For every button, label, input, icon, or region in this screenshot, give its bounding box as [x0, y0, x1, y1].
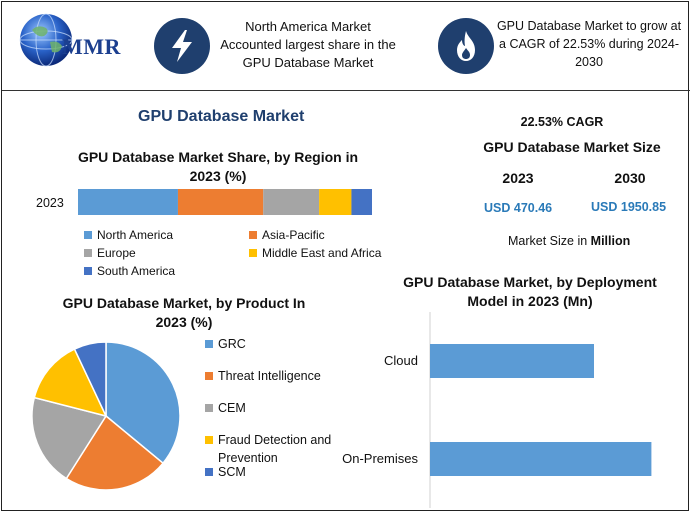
product-legend-item-grc: GRC	[205, 335, 345, 353]
value-2023: USD 470.46	[484, 201, 553, 215]
product-legend-label: Fraud Detection and Prevention	[218, 433, 332, 465]
product-legend-label: Threat Intelligence	[218, 369, 321, 383]
region-legend-label: Asia-Pacific	[262, 228, 325, 242]
product-legend-item-threat-intelligence: Threat Intelligence	[205, 367, 345, 385]
legend-swatch	[205, 372, 213, 380]
region-legend-item-middle-east-and-africa: Middle East and Africa	[249, 246, 381, 260]
region-legend-item-asia-pacific: Asia-Pacific	[249, 228, 325, 242]
legend-swatch	[84, 267, 92, 275]
product-legend-label: CEM	[218, 401, 246, 415]
product-pie-chart	[31, 341, 181, 491]
legend-swatch	[249, 249, 257, 257]
year-2023-label: 2023	[502, 170, 534, 186]
region-legend-item-north-america: North America	[84, 228, 173, 242]
legend-swatch	[249, 231, 257, 239]
region-legend-label: Europe	[97, 246, 136, 260]
region-legend-label: North America	[97, 228, 174, 242]
product-legend-label: GRC	[218, 337, 246, 351]
legend-swatch	[205, 436, 213, 444]
legend-swatch	[205, 468, 213, 476]
header-box1-text: North America Market Accounted largest s…	[220, 19, 396, 70]
region-bar-segment-asia-pacific	[177, 189, 264, 215]
lightning-icon-circle	[154, 18, 210, 74]
product-legend-item-scm: SCM	[205, 463, 345, 481]
main-title: GPU Database Market	[138, 108, 305, 125]
cagr-label: 22.53% CAGR	[520, 115, 604, 129]
header-box2-text: GPU Database Market to grow at a CAGR of…	[496, 19, 682, 69]
flame-icon	[457, 31, 475, 61]
pie-slice-cem	[31, 396, 108, 480]
product-chart-title: GPU Database Market, by Product In 2023 …	[62, 295, 306, 330]
region-bar-segment-north-america	[78, 189, 178, 215]
deployment-category-label-on-premises: On-Premises	[342, 451, 418, 466]
region-year-label: 2023	[36, 196, 64, 210]
deployment-category-label-cloud: Cloud	[384, 353, 418, 368]
region-legend-item-europe: Europe	[84, 246, 136, 260]
region-legend-label: Middle East and Africa	[262, 246, 382, 260]
pie-slice-scm	[73, 341, 107, 417]
region-chart-title: GPU Database Market Share, by Region in …	[77, 149, 359, 184]
market-size-unit-prefix: Market Size in	[508, 234, 591, 248]
region-legend-label: South America	[97, 264, 176, 278]
lightning-bolt-icon	[172, 30, 192, 62]
legend-swatch	[205, 340, 213, 348]
product-legend-label: SCM	[218, 465, 246, 479]
market-size-title: GPU Database Market Size	[483, 139, 661, 155]
pie-slice-grc	[105, 341, 181, 465]
legend-swatch	[205, 404, 213, 412]
deployment-bar-on-premises	[430, 442, 652, 476]
legend-swatch	[84, 249, 92, 257]
region-bar-segment-middle-east-and-africa	[319, 189, 352, 215]
product-legend-item-cem: CEM	[205, 399, 345, 417]
deployment-bar-chart: Cloud On-Premises	[342, 312, 652, 508]
header-divider	[2, 90, 690, 91]
legend-swatch	[84, 231, 92, 239]
deployment-chart-title: GPU Database Market, by Deployment Model…	[403, 274, 657, 309]
region-bar-segment-europe	[263, 189, 320, 215]
market-size-unit: Market Size in Million	[508, 234, 630, 248]
year-2030-label: 2030	[614, 170, 646, 186]
flame-icon-circle	[438, 18, 494, 74]
region-legend-item-south-america: South America	[84, 264, 175, 278]
value-2030: USD 1950.85	[591, 200, 667, 214]
logo-text: MMR	[62, 34, 121, 59]
region-stacked-bar	[78, 189, 372, 215]
pie-slice-fraud-detection-and-prevention	[33, 348, 108, 418]
region-bar-segment-south-america	[351, 189, 372, 215]
pie-slice-threat-intelligence	[65, 414, 165, 491]
market-size-unit-bold: Million	[590, 234, 631, 248]
deployment-bar-cloud	[430, 344, 594, 378]
globe-logo-icon	[19, 13, 73, 67]
product-legend-item-fraud-detection-and-prevention: Fraud Detection and Prevention	[205, 431, 345, 467]
